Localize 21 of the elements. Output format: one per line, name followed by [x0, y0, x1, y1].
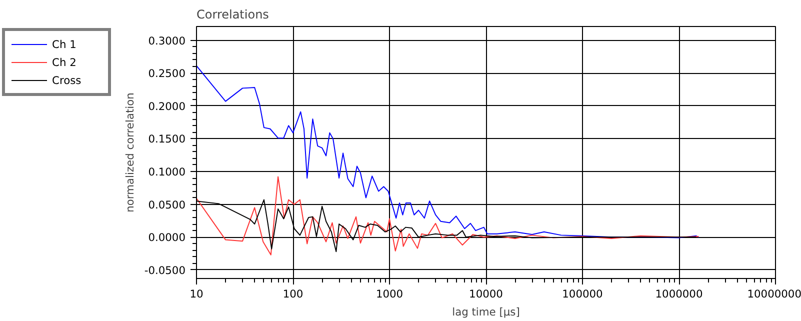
x-tick-label: 10 — [190, 288, 204, 300]
y-tick-label: 0.1000 — [148, 166, 186, 179]
y-tick-label: 0.3000 — [148, 34, 186, 48]
y-tick-label: 0.2000 — [148, 100, 186, 113]
legend-label: Cross — [52, 74, 82, 86]
y-tick-label: 0.0500 — [148, 198, 186, 212]
y-axis-title: normalized correlation — [123, 92, 136, 212]
x-tick-label: 10000 — [469, 288, 504, 300]
y-tick-label: 0.0000 — [148, 231, 186, 244]
x-tick-label: 10000000 — [747, 288, 801, 300]
y-tick-label: 0.2500 — [148, 67, 186, 80]
x-tick-label: 1000 — [376, 288, 404, 300]
x-tick-label: 100 — [282, 288, 304, 300]
y-tick-label: -0.0500 — [144, 264, 186, 277]
x-tick-label: 100000 — [562, 288, 604, 300]
x-axis-title: lag time [µs] — [452, 306, 520, 318]
x-tick-label: 1000000 — [655, 288, 703, 300]
legend-label: Ch 1 — [52, 38, 78, 50]
y-tick-label: 0.1500 — [148, 132, 186, 146]
legend-label: Ch 2 — [52, 56, 78, 68]
chart-title: Correlations — [196, 8, 269, 22]
